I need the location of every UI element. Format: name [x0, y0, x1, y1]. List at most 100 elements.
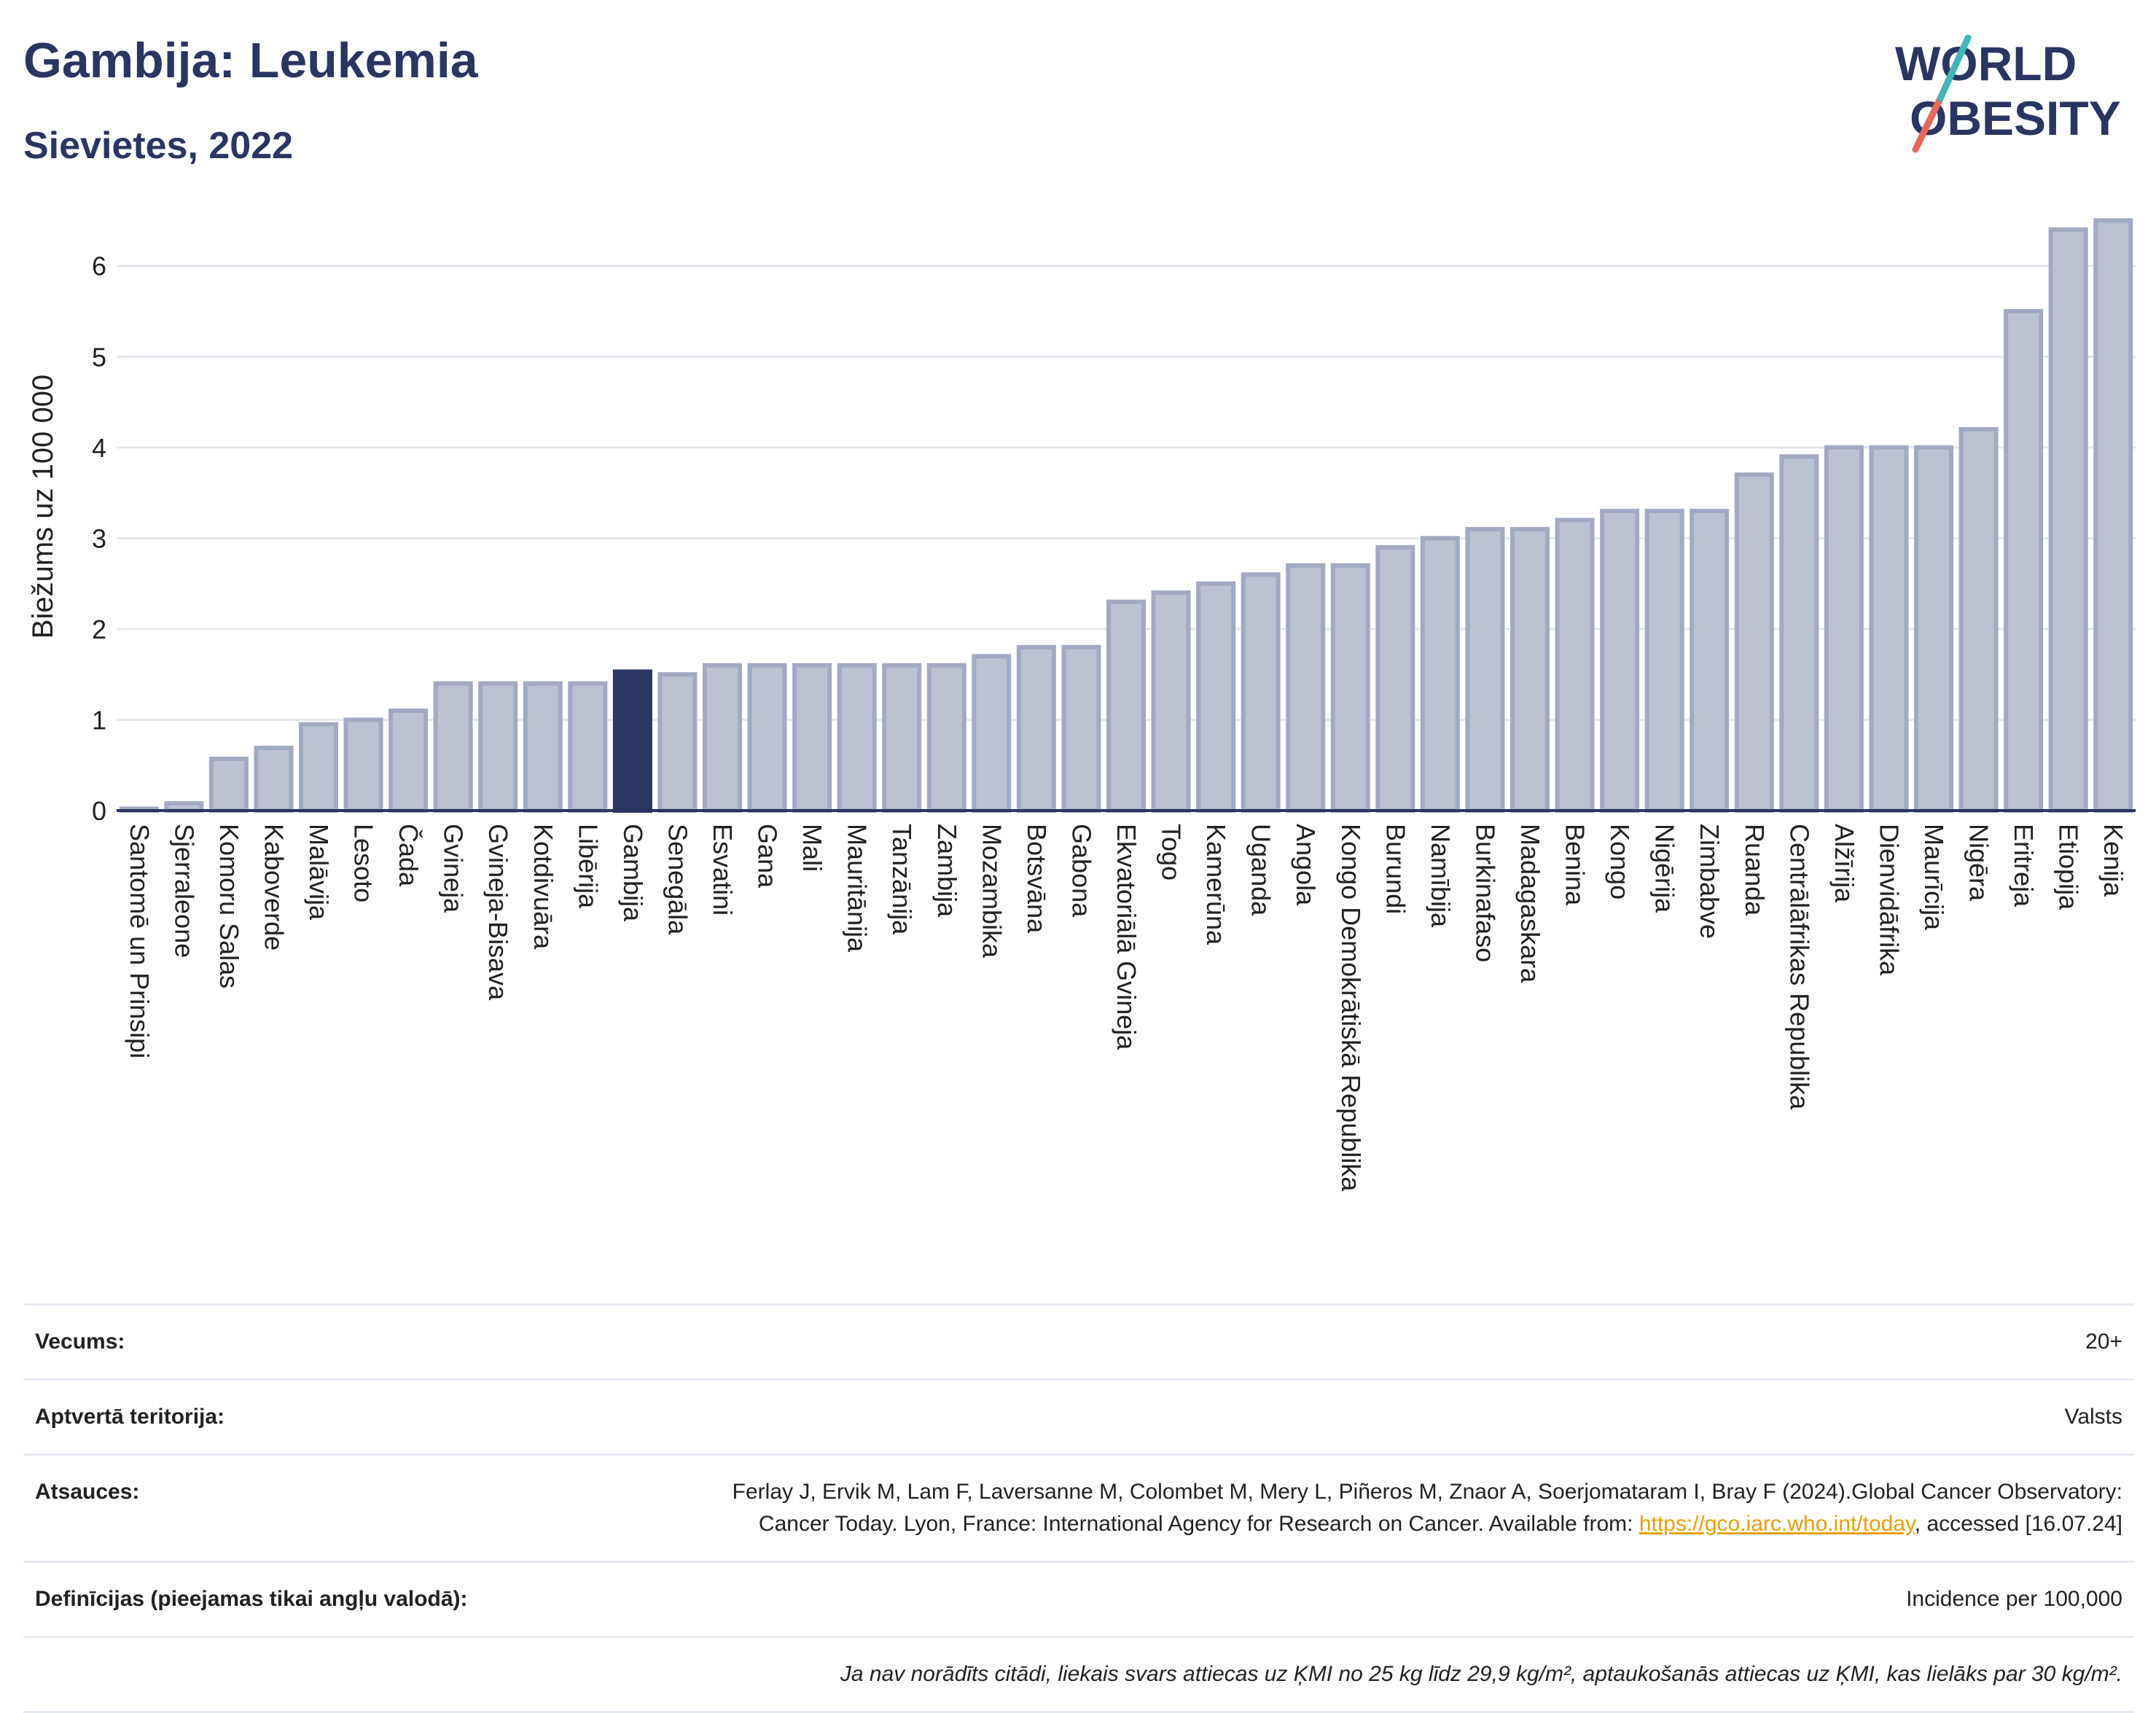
bar-10: [568, 681, 608, 813]
territory-value: Valsts: [2064, 1405, 2122, 1429]
logo-slash-red: [1912, 95, 1944, 153]
bar-5: [343, 717, 383, 813]
world-obesity-logo: WORLD OBESITY: [1895, 34, 2121, 153]
x-tick-label: Kongo Demokrātiskā Republika: [1336, 824, 1366, 1192]
x-tick-label: Tanzānija: [887, 824, 917, 935]
x-tick-label: Kaboverde: [259, 824, 289, 951]
y-tick-label: 0: [92, 796, 106, 826]
bar-31: [1509, 526, 1550, 813]
bar-33: [1600, 509, 1640, 813]
bar-chart: 0 1 2 3 4 5 6 Biežums uz 100 000 Santomē un Pr…: [27, 218, 2136, 1192]
x-tick-label: Senegāla: [663, 824, 692, 935]
x-tick-label: Uganda: [1246, 824, 1276, 916]
footnote: Ja nav norādīts citādi, liekais svars at…: [840, 1662, 2122, 1686]
bar-4: [298, 722, 339, 813]
x-tick-label: Eritreja: [2009, 824, 2039, 908]
meta-row-note: Ja nav norādīts citādi, liekais svars at…: [23, 1636, 2134, 1713]
y-tick-label: 2: [92, 614, 106, 644]
territory-label: Aptvertā teritorija:: [35, 1405, 225, 1429]
x-tick-label: Madagaskara: [1515, 824, 1545, 983]
references-value: Ferlay J, Ervik M, Lam F, Laversanne M, …: [665, 1476, 2122, 1540]
bar-6: [388, 709, 429, 813]
page-subtitle: Sievietes, 2022: [23, 125, 294, 167]
bar-29: [1420, 536, 1460, 813]
x-tick-label: Komoru Salas: [214, 824, 244, 988]
bar-28: [1375, 545, 1415, 813]
bar-23: [1151, 590, 1191, 813]
bar-17: [882, 663, 922, 813]
bar-42: [2004, 309, 2044, 813]
x-tick-label: Etiopija: [2054, 824, 2084, 910]
bar-2: [208, 757, 249, 813]
bar-19: [972, 654, 1012, 813]
x-tick-label: Kamerūna: [1201, 824, 1231, 945]
bar-12: [657, 672, 698, 813]
y-tick-label: 5: [92, 342, 106, 372]
x-tick-label: Zambija: [932, 824, 962, 918]
definitions-value: Incidence per 100,000: [1906, 1587, 2122, 1611]
x-tick-label: Sjerraleone: [169, 824, 199, 958]
x-tick-label: Dienvidāfrika: [1874, 824, 1904, 976]
bar-21: [1061, 644, 1101, 813]
bar-27: [1330, 563, 1370, 813]
x-tick-label: Kenija: [2098, 824, 2128, 897]
x-tick-label: Esvatini: [708, 824, 738, 916]
y-tick-label: 3: [92, 523, 106, 553]
x-tick-label: Gvineja-Bisava: [483, 824, 513, 1001]
x-tick-label: Centrālāfrikas Republika: [1784, 824, 1814, 1110]
x-tick-label: Gvineja: [439, 824, 469, 913]
x-tick-label: Ruanda: [1740, 824, 1770, 916]
bar-9: [523, 681, 563, 813]
x-tick-label: Kongo: [1605, 824, 1635, 900]
x-tick-label: Botsvāna: [1022, 824, 1052, 934]
bar-8: [478, 681, 518, 813]
bar-36: [1734, 472, 1774, 813]
x-tick-label: Libērija: [573, 824, 603, 909]
x-tick-label: Lesoto: [349, 824, 379, 902]
x-tick-label: Mauritānija: [843, 824, 872, 953]
meta-row-age: Vecums: 20+: [23, 1303, 2134, 1378]
x-tick-label: Gambija: [618, 824, 648, 922]
metadata-table: Vecums: 20+ Aptvertā teritorija: Valsts …: [23, 1303, 2134, 1713]
bar-14: [747, 663, 787, 813]
x-tick-label: Santomē un Prinsipi: [125, 824, 155, 1058]
x-tick-label: Nigērija: [1650, 824, 1680, 913]
bar-24: [1196, 581, 1236, 813]
references-tail: , accessed [16.07.24]: [1914, 1512, 2122, 1536]
bar-41: [1958, 426, 1999, 813]
references-text: Ferlay J, Ervik M, Lam F, Laversanne M, …: [732, 1480, 2122, 1536]
bar-39: [1869, 445, 1909, 813]
x-tick-label: Čada: [394, 824, 423, 887]
bar-11: [612, 669, 652, 813]
bar-20: [1016, 644, 1056, 813]
age-value: 20+: [2085, 1330, 2122, 1354]
x-tick-label: Ekvatoriālā Gvineja: [1112, 824, 1141, 1050]
bar-25: [1241, 572, 1281, 813]
logo-slash-teal: [1937, 34, 1972, 102]
y-tick-label: 1: [92, 705, 106, 735]
bar-16: [837, 663, 877, 813]
x-tick-label: Zimbabve: [1695, 824, 1725, 939]
bar-18: [926, 663, 966, 813]
y-tick-labels: 0 1 2 3 4 5 6: [92, 251, 106, 826]
x-tick-label: Maurīcija: [1919, 824, 1949, 931]
x-tick-label: Burundi: [1380, 824, 1410, 914]
page-title: Gambija: Leukemia: [23, 33, 478, 88]
meta-row-references: Atsauces: Ferlay J, Ervik M, Lam F, Lave…: [23, 1453, 2134, 1561]
x-tick-label: Mali: [797, 824, 827, 872]
bar-40: [1913, 445, 1954, 813]
x-tick-label: Benina: [1561, 824, 1590, 906]
x-tick-label: Nigēra: [1964, 824, 1994, 902]
bar-15: [792, 663, 832, 813]
bar-3: [254, 746, 294, 813]
x-tick-labels: Santomē un Prinsipi Sjerraleone Komoru Sal…: [125, 824, 2128, 1192]
references-label: Atsauces:: [35, 1480, 140, 1504]
y-tick-label: 4: [92, 433, 106, 463]
bar-22: [1106, 599, 1147, 813]
bars: [119, 218, 2133, 813]
bar-13: [702, 663, 743, 813]
references-link[interactable]: https://gco.iarc.who.int/today: [1639, 1512, 1915, 1536]
bar-30: [1465, 526, 1505, 813]
x-tick-label: Gabona: [1066, 824, 1096, 918]
bar-26: [1286, 563, 1326, 813]
